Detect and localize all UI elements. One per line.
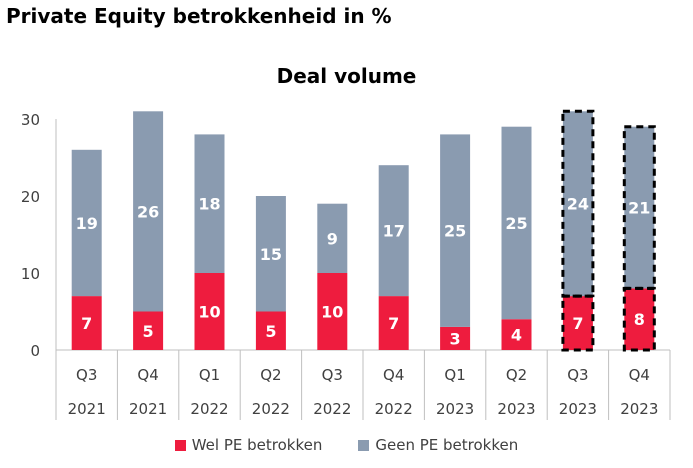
bar-wel-pe (378, 296, 409, 350)
x-tick-quarter: Q3 (567, 366, 588, 384)
page-title: Private Equity betrokkenheid in % (6, 4, 392, 28)
bar-geen-pe (440, 134, 471, 327)
y-tick-label: 20 (21, 188, 40, 206)
x-tick-year: 2023 (620, 400, 658, 418)
bar-geen-pe (194, 134, 225, 273)
x-tick-year: 2022 (375, 400, 413, 418)
data-label-wel-pe: 7 (572, 314, 583, 333)
data-label-wel-pe: 7 (81, 314, 92, 333)
bar-geen-pe (378, 165, 409, 297)
data-label-geen-pe: 25 (444, 222, 466, 241)
bar-wel-pe (501, 319, 532, 350)
chart-title: Deal volume (276, 64, 417, 88)
data-label-geen-pe: 9 (327, 229, 338, 248)
bar-geen-pe (501, 126, 532, 320)
bar-wel-pe (317, 273, 348, 350)
data-label-wel-pe: 5 (265, 322, 276, 341)
x-tick-year: 2022 (313, 400, 351, 418)
data-label-wel-pe: 3 (450, 329, 461, 348)
x-tick-quarter: Q3 (76, 366, 97, 384)
legend-item-wel-pe: Wel PE betrokken (174, 436, 323, 454)
data-label-geen-pe: 18 (198, 195, 220, 214)
data-label-wel-pe: 5 (143, 322, 154, 341)
legend-label-wel-pe: Wel PE betrokken (191, 436, 323, 454)
data-label-geen-pe: 17 (383, 222, 405, 241)
data-label-geen-pe: 15 (260, 245, 282, 264)
x-tick-quarter: Q1 (444, 366, 465, 384)
bar-wel-pe (133, 311, 164, 350)
highlight-outline-wel-pe (561, 294, 595, 352)
bar-wel-pe (624, 288, 655, 350)
x-tick-year: 2023 (497, 400, 535, 418)
bar-wel-pe (255, 311, 286, 350)
y-tick-label: 30 (21, 111, 40, 129)
bar-wel-pe (71, 296, 102, 350)
data-label-wel-pe: 4 (511, 326, 522, 345)
x-tick-year: 2023 (436, 400, 474, 418)
x-tick-quarter: Q1 (199, 366, 220, 384)
bar-wel-pe (440, 326, 471, 350)
bar-geen-pe (71, 149, 102, 297)
chart-bars (71, 109, 656, 352)
data-label-wel-pe: 10 (321, 303, 343, 322)
bar-geen-pe (624, 126, 655, 289)
data-label-wel-pe: 7 (388, 314, 399, 333)
x-tick-quarter: Q4 (137, 366, 158, 384)
data-label-wel-pe: 8 (634, 310, 645, 329)
chart-data-labels: 7 19 5 26 10 18 5 15 10 9 7 17 3 25 4 25 7 24 8 21 (76, 195, 651, 349)
data-label-geen-pe: 21 (628, 199, 650, 218)
x-tick-year: 2022 (252, 400, 290, 418)
bar-geen-pe (255, 196, 286, 312)
bar-wel-pe (194, 273, 225, 350)
legend-swatch-wel-pe (174, 439, 186, 451)
x-tick-quarter: Q2 (260, 366, 281, 384)
x-tick-year: 2021 (129, 400, 167, 418)
x-tick-year: 2023 (559, 400, 597, 418)
x-axis-ticks: Q3 2021 Q4 2021 Q1 2022 Q2 2022 Q3 2022 Q4 2022 Q1 20… (68, 366, 659, 418)
x-tick-quarter: Q2 (506, 366, 527, 384)
y-tick-label: 0 (30, 342, 40, 360)
data-label-wel-pe: 10 (198, 303, 220, 322)
data-label-geen-pe: 26 (137, 202, 159, 221)
data-label-geen-pe: 25 (505, 214, 527, 233)
x-tick-quarter: Q3 (322, 366, 343, 384)
data-label-geen-pe: 24 (567, 195, 589, 214)
x-tick-quarter: Q4 (629, 366, 650, 384)
highlight-outline-wel-pe (622, 286, 656, 352)
x-tick-year: 2021 (68, 400, 106, 418)
bar-wel-pe (562, 296, 593, 350)
y-tick-label: 10 (21, 265, 40, 283)
bar-geen-pe (317, 203, 348, 273)
legend-swatch-geen-pe (358, 439, 370, 451)
bar-geen-pe (133, 111, 164, 312)
bar-geen-pe (562, 111, 593, 297)
legend-item-geen-pe: Geen PE betrokken (358, 436, 518, 454)
data-label-geen-pe: 19 (76, 214, 98, 233)
y-axis-ticks: 0 10 20 30 (21, 111, 40, 360)
x-tick-quarter: Q4 (383, 366, 404, 384)
legend-label-geen-pe: Geen PE betrokken (375, 436, 519, 454)
chart-legend: Wel PE betrokken Geen PE betrokken (0, 436, 693, 454)
x-tick-year: 2022 (190, 400, 228, 418)
